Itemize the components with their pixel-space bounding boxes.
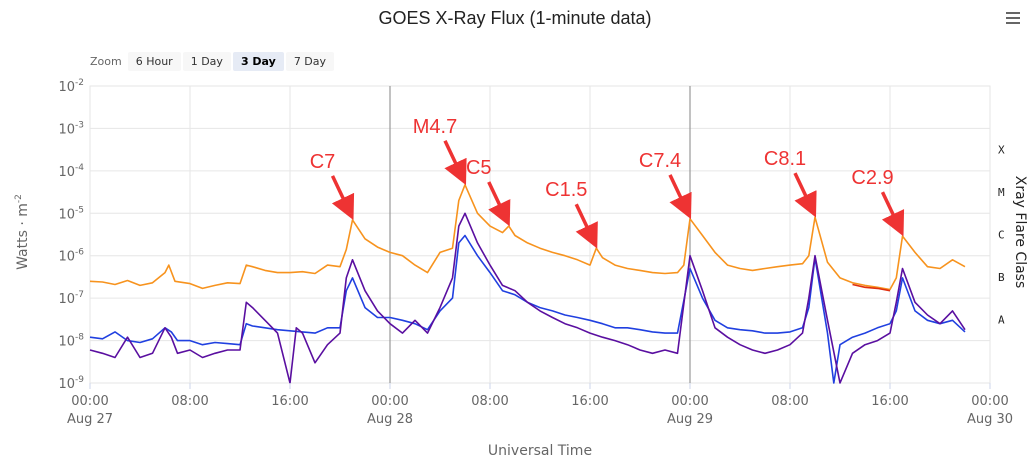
x-tick-label: 00:00: [371, 394, 408, 409]
annotation-label: C7: [310, 151, 336, 173]
hamburger-menu-icon[interactable]: [1006, 12, 1020, 24]
y-tick-label: 10-7: [58, 290, 84, 307]
flare-class-label: A: [998, 313, 1005, 326]
zoom-1-day-button[interactable]: 1 Day: [182, 52, 231, 71]
annotation-arrow: [443, 140, 467, 186]
y-tick-label: 10-8: [58, 333, 84, 350]
x-tick-label: 00:00: [71, 394, 108, 409]
y-tick-label: 10-9: [58, 375, 84, 392]
y-tick-label: 10-4: [58, 163, 84, 180]
x-tick-label: 16:00: [871, 394, 908, 409]
zoom-7-day-button[interactable]: 7 Day: [285, 52, 335, 71]
y-tick-label: 10-3: [58, 120, 84, 137]
right-axis-title: Xray Flare Class: [1012, 176, 1028, 289]
x-tick-date-label: Aug 29: [667, 412, 713, 427]
x-tick-label: 00:00: [971, 394, 1008, 409]
annotation-label: M4.7: [413, 116, 457, 138]
x-tick-date-label: Aug 30: [967, 412, 1013, 427]
annotation-arrow: [330, 175, 355, 221]
plot-frame: [89, 85, 991, 384]
x-tick-label: 16:00: [571, 394, 608, 409]
flare-class-label: X: [998, 144, 1005, 157]
y-tick-label: 10-5: [58, 205, 84, 222]
x-tick-label: 08:00: [171, 394, 208, 409]
zoom-3-day-button[interactable]: 3 Day: [232, 52, 284, 71]
annotation-label: C5: [466, 157, 492, 179]
x-tick-label: 08:00: [771, 394, 808, 409]
series-line-2: [89, 234, 966, 384]
annotation-arrow: [574, 203, 598, 249]
flare-class-label: B: [998, 271, 1005, 284]
series-line-1: [852, 283, 891, 292]
x-tick-label: 00:00: [671, 394, 708, 409]
x-tick-label: 16:00: [271, 394, 308, 409]
y-tick-label: 10-2: [58, 78, 84, 95]
annotation-arrow: [880, 191, 905, 237]
chart-title: GOES X-Ray Flux (1-minute data): [378, 8, 651, 28]
annotation-arrow: [793, 172, 817, 218]
flare-class-label: C: [998, 229, 1005, 242]
annotation-label: C2.9: [851, 167, 893, 189]
y-axis-title: Watts · m-2: [14, 194, 31, 270]
x-tick-label: 08:00: [471, 394, 508, 409]
x-axis-title: Universal Time: [488, 443, 592, 459]
series-line-0: [89, 184, 966, 291]
zoom-label: Zoom: [90, 55, 122, 68]
annotation-arrow: [668, 174, 692, 220]
x-tick-date-label: Aug 27: [67, 412, 113, 427]
series-line-3: [89, 212, 966, 384]
annotation-arrow: [487, 181, 511, 227]
y-tick-label: 10-6: [58, 248, 84, 265]
x-tick-date-label: Aug 28: [367, 412, 413, 427]
zoom-bar: Zoom 6 Hour 1 Day 3 Day 7 Day: [90, 52, 336, 71]
zoom-6-hour-button[interactable]: 6 Hour: [127, 52, 181, 71]
flare-class-label: M: [998, 186, 1005, 199]
annotation-label: C8.1: [764, 148, 806, 170]
annotation-label: C1.5: [545, 179, 587, 201]
annotation-label: C7.4: [639, 150, 681, 172]
